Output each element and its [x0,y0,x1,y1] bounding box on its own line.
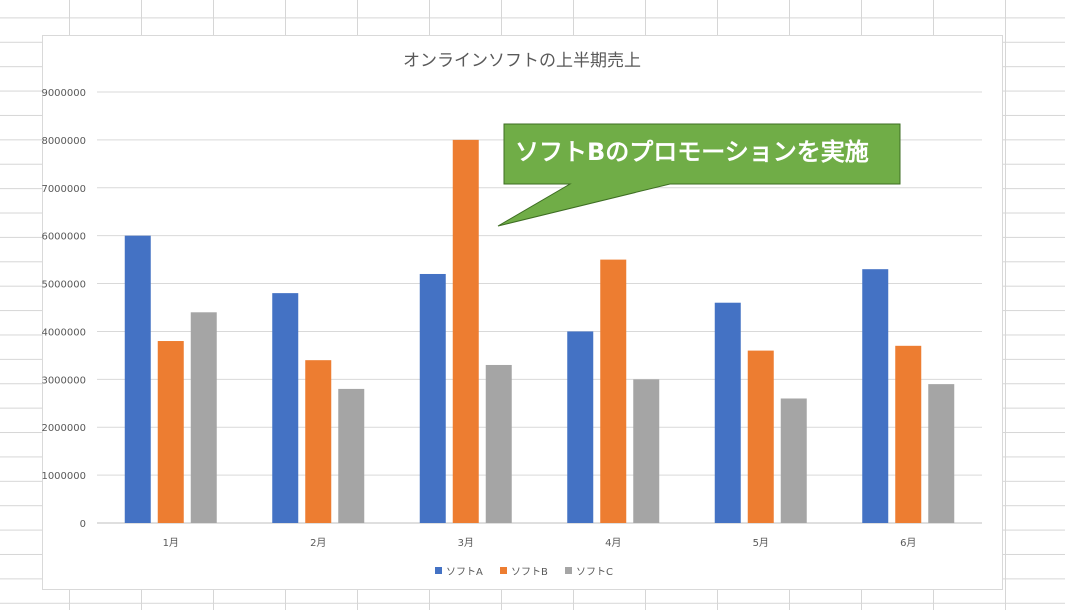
y-tick-label: 1000000 [41,471,86,482]
legend-swatch-ソフトA [435,567,442,574]
bar-ソフトA-3月 [419,273,446,523]
bar-ソフトC-2月 [338,388,365,523]
bar-ソフトC-6月 [928,384,955,523]
bar-ソフトA-2月 [272,293,299,523]
bar-ソフトB-4月 [600,259,627,523]
bar-ソフトB-6月 [895,345,922,523]
bar-ソフトA-1月 [124,235,151,523]
legend-label-ソフトC: ソフトC [576,567,613,578]
bar-ソフトA-5月 [714,302,741,523]
y-tick-label: 3000000 [41,375,86,386]
bar-ソフトA-6月 [862,269,889,523]
legend-swatch-ソフトC [565,567,572,574]
bar-ソフトC-3月 [485,364,512,523]
x-tick-label: 5月 [753,537,769,549]
bar-ソフトB-3月 [452,139,479,523]
x-tick-label: 3月 [458,537,474,549]
legend-label-ソフトA: ソフトA [446,567,483,578]
y-tick-label: 6000000 [41,232,86,243]
bar-ソフトC-5月 [780,398,807,523]
x-tick-label: 2月 [310,537,326,549]
y-tick-label: 9000000 [41,88,86,99]
y-tick-label: 7000000 [41,184,86,195]
chart-title: オンラインソフトの上半期売上 [403,51,641,71]
x-tick-label: 1月 [163,537,179,549]
bar-ソフトC-1月 [190,312,217,523]
y-tick-label: 2000000 [41,423,86,434]
bar-ソフトB-1月 [157,341,184,523]
y-tick-label: 0 [80,519,86,530]
bar-ソフトB-5月 [747,350,774,523]
y-tick-label: 8000000 [41,136,86,147]
callout-text: ソフトBのプロモーションを実施 [515,138,869,166]
bar-ソフトA-4月 [567,331,594,523]
legend-label-ソフトB: ソフトB [511,567,548,578]
bar-ソフトC-4月 [633,379,660,523]
legend-swatch-ソフトB [500,567,507,574]
x-tick-label: 6月 [900,537,916,549]
x-tick-label: 4月 [605,537,621,549]
y-tick-label: 5000000 [41,280,86,291]
bar-ソフトB-2月 [305,360,332,523]
y-tick-label: 4000000 [41,327,86,338]
